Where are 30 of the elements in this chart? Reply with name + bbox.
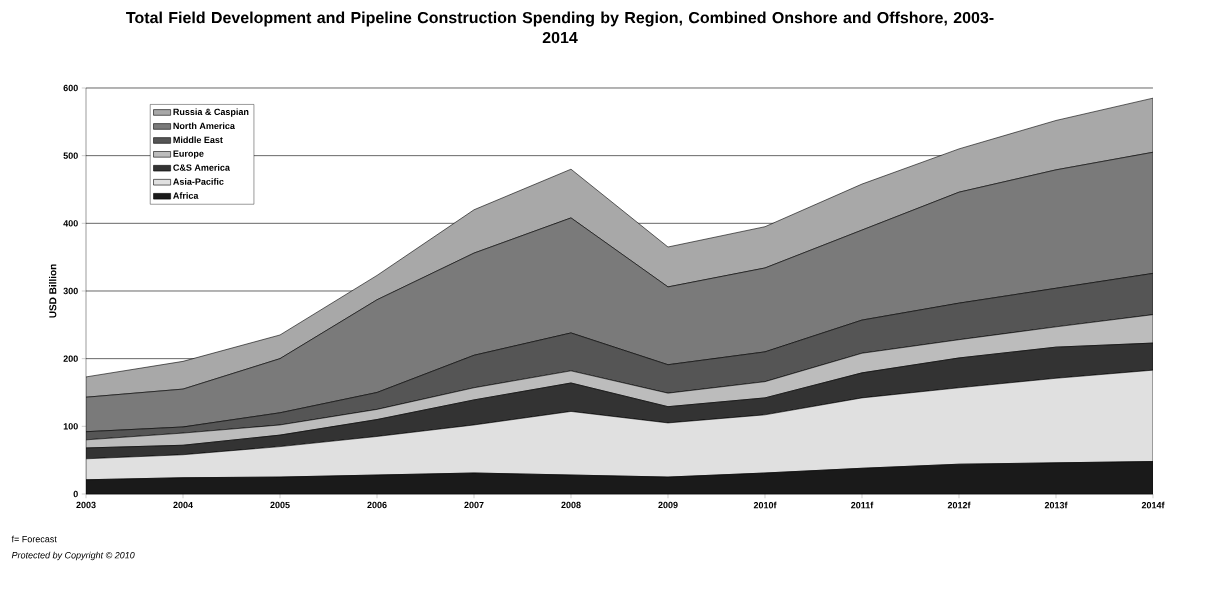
- x-tick-label: 2014f: [1141, 501, 1165, 509]
- x-tick-label: 2007: [464, 501, 484, 509]
- legend-label: Russia & Caspian: [173, 108, 249, 117]
- y-tick-label: 300: [63, 287, 78, 295]
- text: f= Forecast: [11, 535, 57, 543]
- y-tick-label: 600: [63, 84, 78, 92]
- x-tick-label: 2009: [658, 501, 678, 509]
- x-tick-label: 2010f: [753, 501, 777, 509]
- legend-label: North America: [173, 122, 235, 130]
- chart-title: Total Field Development and Pipeline Construction Spending by Region, Combined Onshore and Offshore, 2003-2014: [126, 11, 994, 44]
- legend-label: Middle East: [173, 136, 223, 144]
- legend-label: Europe: [173, 150, 204, 159]
- y-axis-title: USD Billion: [48, 264, 57, 318]
- x-tick-label: 2006: [367, 501, 387, 509]
- legend-label: C&S America: [173, 164, 230, 171]
- y-tick-label: 100: [63, 423, 78, 430]
- x-tick-label: 2012f: [947, 501, 971, 509]
- y-tick-label: 200: [63, 355, 78, 362]
- x-tick-label: 2008: [561, 501, 581, 509]
- text: Protected by Copyright © 2010: [11, 551, 135, 561]
- y-tick-label: 500: [63, 152, 78, 159]
- x-tick-label: 2005: [270, 501, 290, 509]
- y-tick-label: 0: [73, 490, 78, 498]
- legend-label: Africa: [173, 192, 199, 199]
- x-tick-label: 2004: [173, 501, 193, 509]
- x-tick-label: 2013f: [1044, 501, 1068, 509]
- x-tick-label: 2011f: [851, 501, 874, 509]
- y-tick-label: 400: [63, 220, 78, 227]
- x-tick-label: 2003: [76, 501, 96, 509]
- legend-label: Asia-Pacific: [173, 178, 224, 185]
